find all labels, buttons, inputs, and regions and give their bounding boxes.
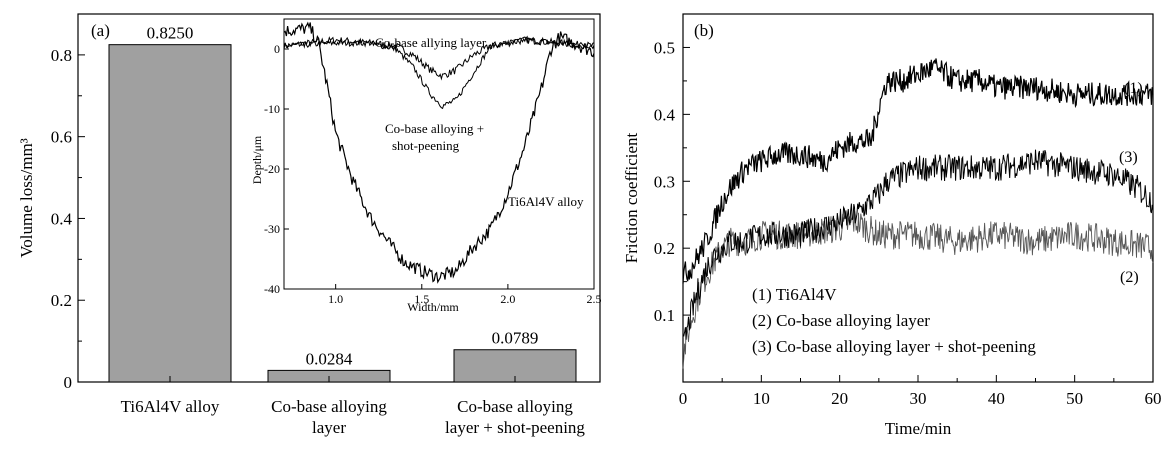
panel-b-x-tick-label: 20 bbox=[831, 389, 848, 408]
panel-b-x-tick-label: 60 bbox=[1145, 389, 1162, 408]
panel-b-curve-1 bbox=[682, 58, 1154, 284]
inset-frame bbox=[283, 18, 595, 290]
inset-label-co-layer: Co-base allying layer bbox=[375, 35, 487, 50]
inset-y-tick-label: 0 bbox=[274, 42, 280, 56]
panel-a-y-tick-label: 0 bbox=[64, 373, 73, 392]
panel-b-y-tick-label: 0.1 bbox=[654, 306, 675, 325]
panel-b-curve-3 bbox=[682, 149, 1154, 340]
inset-label-shot-peening-line1: Co-base alloying + bbox=[385, 121, 484, 136]
panel-a-letter: (a) bbox=[91, 21, 110, 40]
panel-b-y-axis-label: Friction coefficient bbox=[622, 133, 641, 264]
inset-x-tick-label: 1.0 bbox=[328, 292, 343, 306]
curve-label-1: (1) bbox=[1124, 80, 1143, 97]
inset-label-shot-peening-line2: shot-peening bbox=[392, 138, 460, 153]
panel-b-x-tick-label: 0 bbox=[679, 389, 688, 408]
panel-b-legend-entry: (2) Co-base alloying layer bbox=[752, 311, 930, 330]
panel-a-category-label: layer + shot-peening bbox=[445, 418, 585, 437]
inset-y-axis-label: Depth/μm bbox=[250, 135, 264, 184]
panel-a-category-label: Ti6Al4V alloy bbox=[121, 397, 220, 416]
panel-b-y-tick-label: 0.5 bbox=[654, 38, 675, 57]
panel-a-bar-value-label: 0.0284 bbox=[306, 349, 353, 368]
panel-b-y-tick-label: 0.2 bbox=[654, 239, 675, 258]
inset-x-axis-label: Width/mm bbox=[407, 300, 459, 314]
inset-curve-co-layer bbox=[283, 35, 595, 81]
inset-depth-profile: 1.0 1.5 2.0 2.5 0 -10 -20 -30 -40 Width/mm Depth… bbox=[250, 18, 602, 314]
curve-label-2: (2) bbox=[1120, 269, 1139, 286]
inset-x-tick-label: 2.0 bbox=[500, 292, 515, 306]
panel-b-x-tick-label: 40 bbox=[988, 389, 1005, 408]
panel-a-category-label: layer bbox=[312, 418, 346, 437]
inset-y-tick-label: -10 bbox=[264, 102, 280, 116]
panel-b-letter: (b) bbox=[694, 21, 714, 40]
panel-b-y-tick-label: 0.4 bbox=[654, 105, 676, 124]
panel-a-y-tick-label: 0.6 bbox=[51, 128, 72, 147]
curve-label-3: (3) bbox=[1119, 149, 1138, 166]
inset-x-tick-label: 1.5 bbox=[414, 292, 429, 306]
panel-a-bar-value-label: 0.0789 bbox=[492, 329, 539, 348]
inset-label-ti6al4v: Ti6Al4V alloy bbox=[508, 194, 584, 209]
panel-a-y-tick-label: 0.8 bbox=[51, 46, 72, 65]
panel-a-category-label: Co-base alloying bbox=[457, 397, 573, 416]
panel-b-curve-2 bbox=[682, 210, 1154, 369]
panel-a-bar-chart: (a) 0 0.2 0.4 0.6 0.8 0.8250 0.0284 0.0789 Ti6… bbox=[17, 13, 602, 437]
inset-y-tick-label: -40 bbox=[264, 282, 280, 296]
panel-a-y-axis-label: Volume loss/mm³ bbox=[17, 138, 36, 258]
panel-b-line-chart: (b) 0 10 20 30 40 50 60 0.1 0.2 0.3 0.4 0.5 Time/mi… bbox=[622, 13, 1162, 438]
panel-a-bar-value-label: 0.8250 bbox=[147, 24, 194, 43]
panel-a-category-label: Co-base alloying bbox=[271, 397, 387, 416]
panel-b-legend-entry: (1) Ti6Al4V bbox=[752, 285, 837, 304]
inset-x-tick-label: 2.5 bbox=[587, 292, 602, 306]
panel-b-legend-entry: (3) Co-base alloying layer + shot-peenin… bbox=[752, 337, 1036, 356]
panel-b-y-tick-label: 0.3 bbox=[654, 172, 675, 191]
panel-b-x-tick-label: 50 bbox=[1066, 389, 1083, 408]
inset-curve-ti6al4v bbox=[283, 21, 595, 284]
panel-a-y-tick-label: 0.2 bbox=[51, 291, 72, 310]
inset-y-tick-label: -20 bbox=[264, 162, 280, 176]
panel-a-y-tick-label: 0.4 bbox=[51, 209, 73, 228]
inset-curve-shot-peening bbox=[283, 36, 595, 110]
inset-y-tick-label: -30 bbox=[264, 222, 280, 236]
panel-b-x-tick-label: 30 bbox=[910, 389, 927, 408]
panel-b-x-tick-label: 10 bbox=[753, 389, 770, 408]
panel-a-bar bbox=[108, 44, 232, 383]
panel-b-x-axis-label: Time/min bbox=[885, 419, 952, 438]
